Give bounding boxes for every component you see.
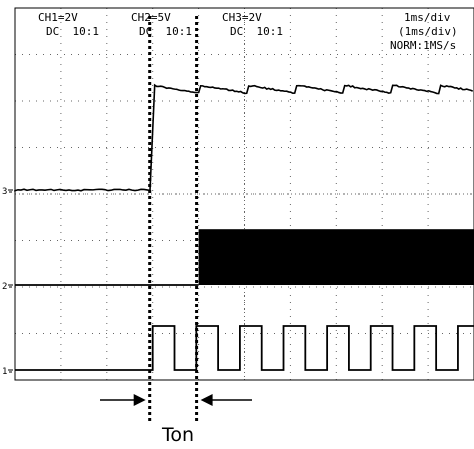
ch3-switching-band: [199, 229, 474, 285]
ton-right-arrowhead: [201, 394, 213, 406]
ground-icon: [8, 190, 13, 192]
ground-marker-label: 2: [2, 282, 7, 292]
ch1-scale-label: CH1=2V: [38, 12, 78, 24]
grid-lines: [15, 8, 474, 380]
ground-icon: [8, 370, 13, 372]
timebase-secondary: (1ms/div): [398, 26, 458, 38]
ch1-coupling-label: DC 10:1: [46, 26, 99, 38]
timebase-primary: 1ms/div: [404, 12, 450, 24]
ch2-scale-label: CH2=5V: [131, 12, 171, 24]
ton-left-arrowhead: [134, 394, 146, 406]
ch3-scale-label: CH3=2V: [222, 12, 262, 24]
ground-marker-label: 3: [2, 187, 7, 197]
ch2-waveform: [15, 85, 473, 191]
ton-label: Ton: [162, 424, 194, 446]
ground-marker-label: 1: [2, 367, 7, 377]
acquisition-mode: NORM:1MS/s: [390, 40, 456, 52]
ch3-coupling-label: DC 10:1: [230, 26, 283, 38]
ground-icon: [8, 285, 13, 287]
ton-measurement: [100, 16, 252, 424]
ground-markers: 3 2 1: [2, 187, 13, 377]
ch2-coupling-label: DC 10:1: [139, 26, 192, 38]
